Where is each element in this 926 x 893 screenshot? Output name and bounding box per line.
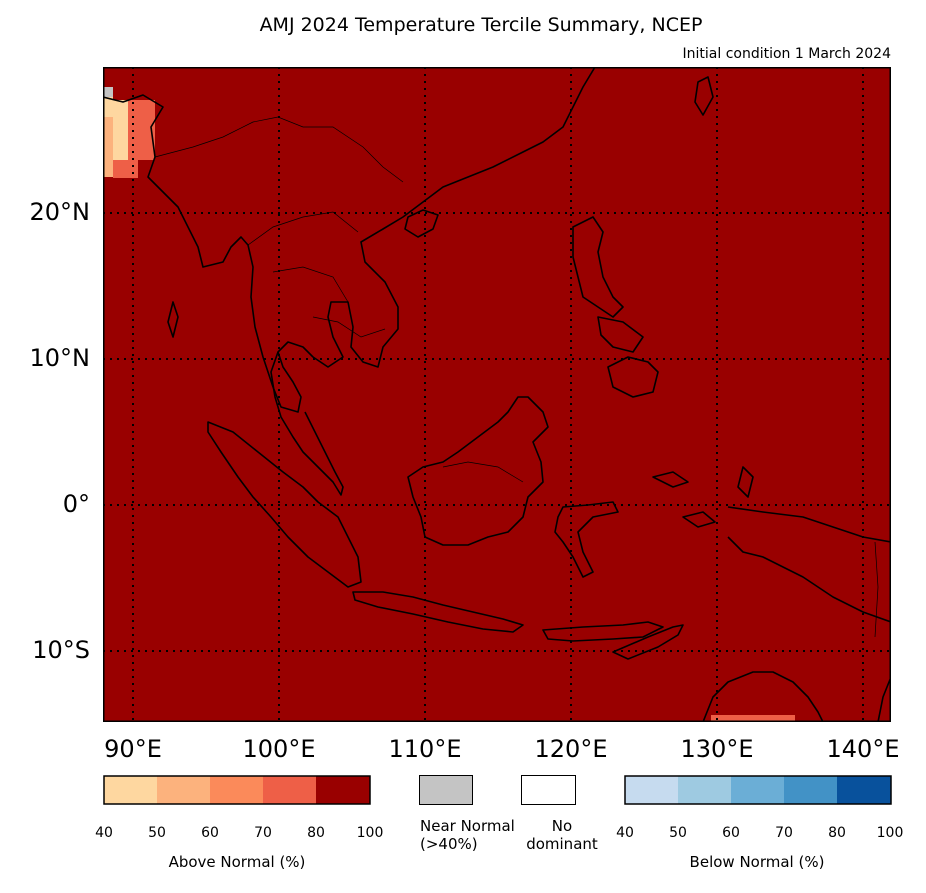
below-tick-60: 60 bbox=[722, 825, 740, 841]
above-tick-50: 50 bbox=[148, 825, 166, 841]
below-tick-100: 100 bbox=[876, 825, 904, 841]
country-borders bbox=[154, 116, 879, 638]
lat-label-10n: 10°N bbox=[29, 344, 91, 372]
above-tick-80: 80 bbox=[307, 825, 325, 841]
lon-label-90e: 90°E bbox=[104, 735, 162, 763]
above-tick-70: 70 bbox=[254, 825, 272, 841]
no-dominant-label-line1: No bbox=[551, 817, 573, 835]
above-swatch-50-60 bbox=[157, 776, 210, 804]
below-normal-colorbar bbox=[624, 775, 892, 805]
coastlines bbox=[103, 67, 891, 722]
above-swatch-70-80 bbox=[263, 776, 316, 804]
above-normal-label: Above Normal (%) bbox=[168, 853, 306, 871]
above-normal-colorbar bbox=[103, 775, 371, 805]
se-strip bbox=[711, 715, 795, 722]
below-swatch-40-50 bbox=[625, 776, 678, 804]
no-dominant-label: No dominant bbox=[522, 817, 602, 853]
below-swatch-70-80 bbox=[784, 776, 837, 804]
above-tick-40: 40 bbox=[95, 825, 113, 841]
above-swatch-80-100 bbox=[316, 776, 370, 804]
below-tick-40: 40 bbox=[616, 825, 634, 841]
below-tick-80: 80 bbox=[828, 825, 846, 841]
map-subtitle: Initial condition 1 March 2024 bbox=[682, 46, 891, 62]
map-background bbox=[103, 67, 891, 722]
below-swatch-50-60 bbox=[678, 776, 731, 804]
near-normal-label-line1: Near Normal bbox=[420, 817, 515, 835]
lon-label-130e: 130°E bbox=[680, 735, 754, 763]
near-normal-swatch bbox=[419, 775, 473, 805]
above-tick-100: 100 bbox=[356, 825, 384, 841]
below-normal-label: Below Normal (%) bbox=[689, 853, 825, 871]
map-title: AMJ 2024 Temperature Tercile Summary, NC… bbox=[259, 14, 703, 36]
no-dominant-label-line2: dominant bbox=[526, 835, 598, 853]
lat-label-0: 0° bbox=[62, 490, 90, 518]
lon-label-100e: 100°E bbox=[242, 735, 316, 763]
below-tick-50: 50 bbox=[669, 825, 687, 841]
lon-label-120e: 120°E bbox=[534, 735, 608, 763]
above-tick-60: 60 bbox=[201, 825, 219, 841]
lon-label-140e: 140°E bbox=[826, 735, 900, 763]
below-tick-70: 70 bbox=[775, 825, 793, 841]
no-dominant-swatch bbox=[521, 775, 576, 805]
above-swatch-60-70 bbox=[210, 776, 263, 804]
below-swatch-80-100 bbox=[837, 776, 891, 804]
near-normal-label-line2: (>40%) bbox=[420, 835, 478, 853]
lat-label-20n: 20°N bbox=[29, 198, 91, 226]
below-swatch-60-70 bbox=[731, 776, 784, 804]
lat-label-10s: 10°S bbox=[32, 636, 90, 664]
lon-label-110e: 110°E bbox=[388, 735, 462, 763]
near-normal-label: Near Normal (>40%) bbox=[420, 817, 515, 853]
map-panel bbox=[103, 67, 891, 722]
gridlines bbox=[103, 67, 891, 722]
above-swatch-40-50 bbox=[104, 776, 157, 804]
map-frame bbox=[103, 67, 891, 722]
